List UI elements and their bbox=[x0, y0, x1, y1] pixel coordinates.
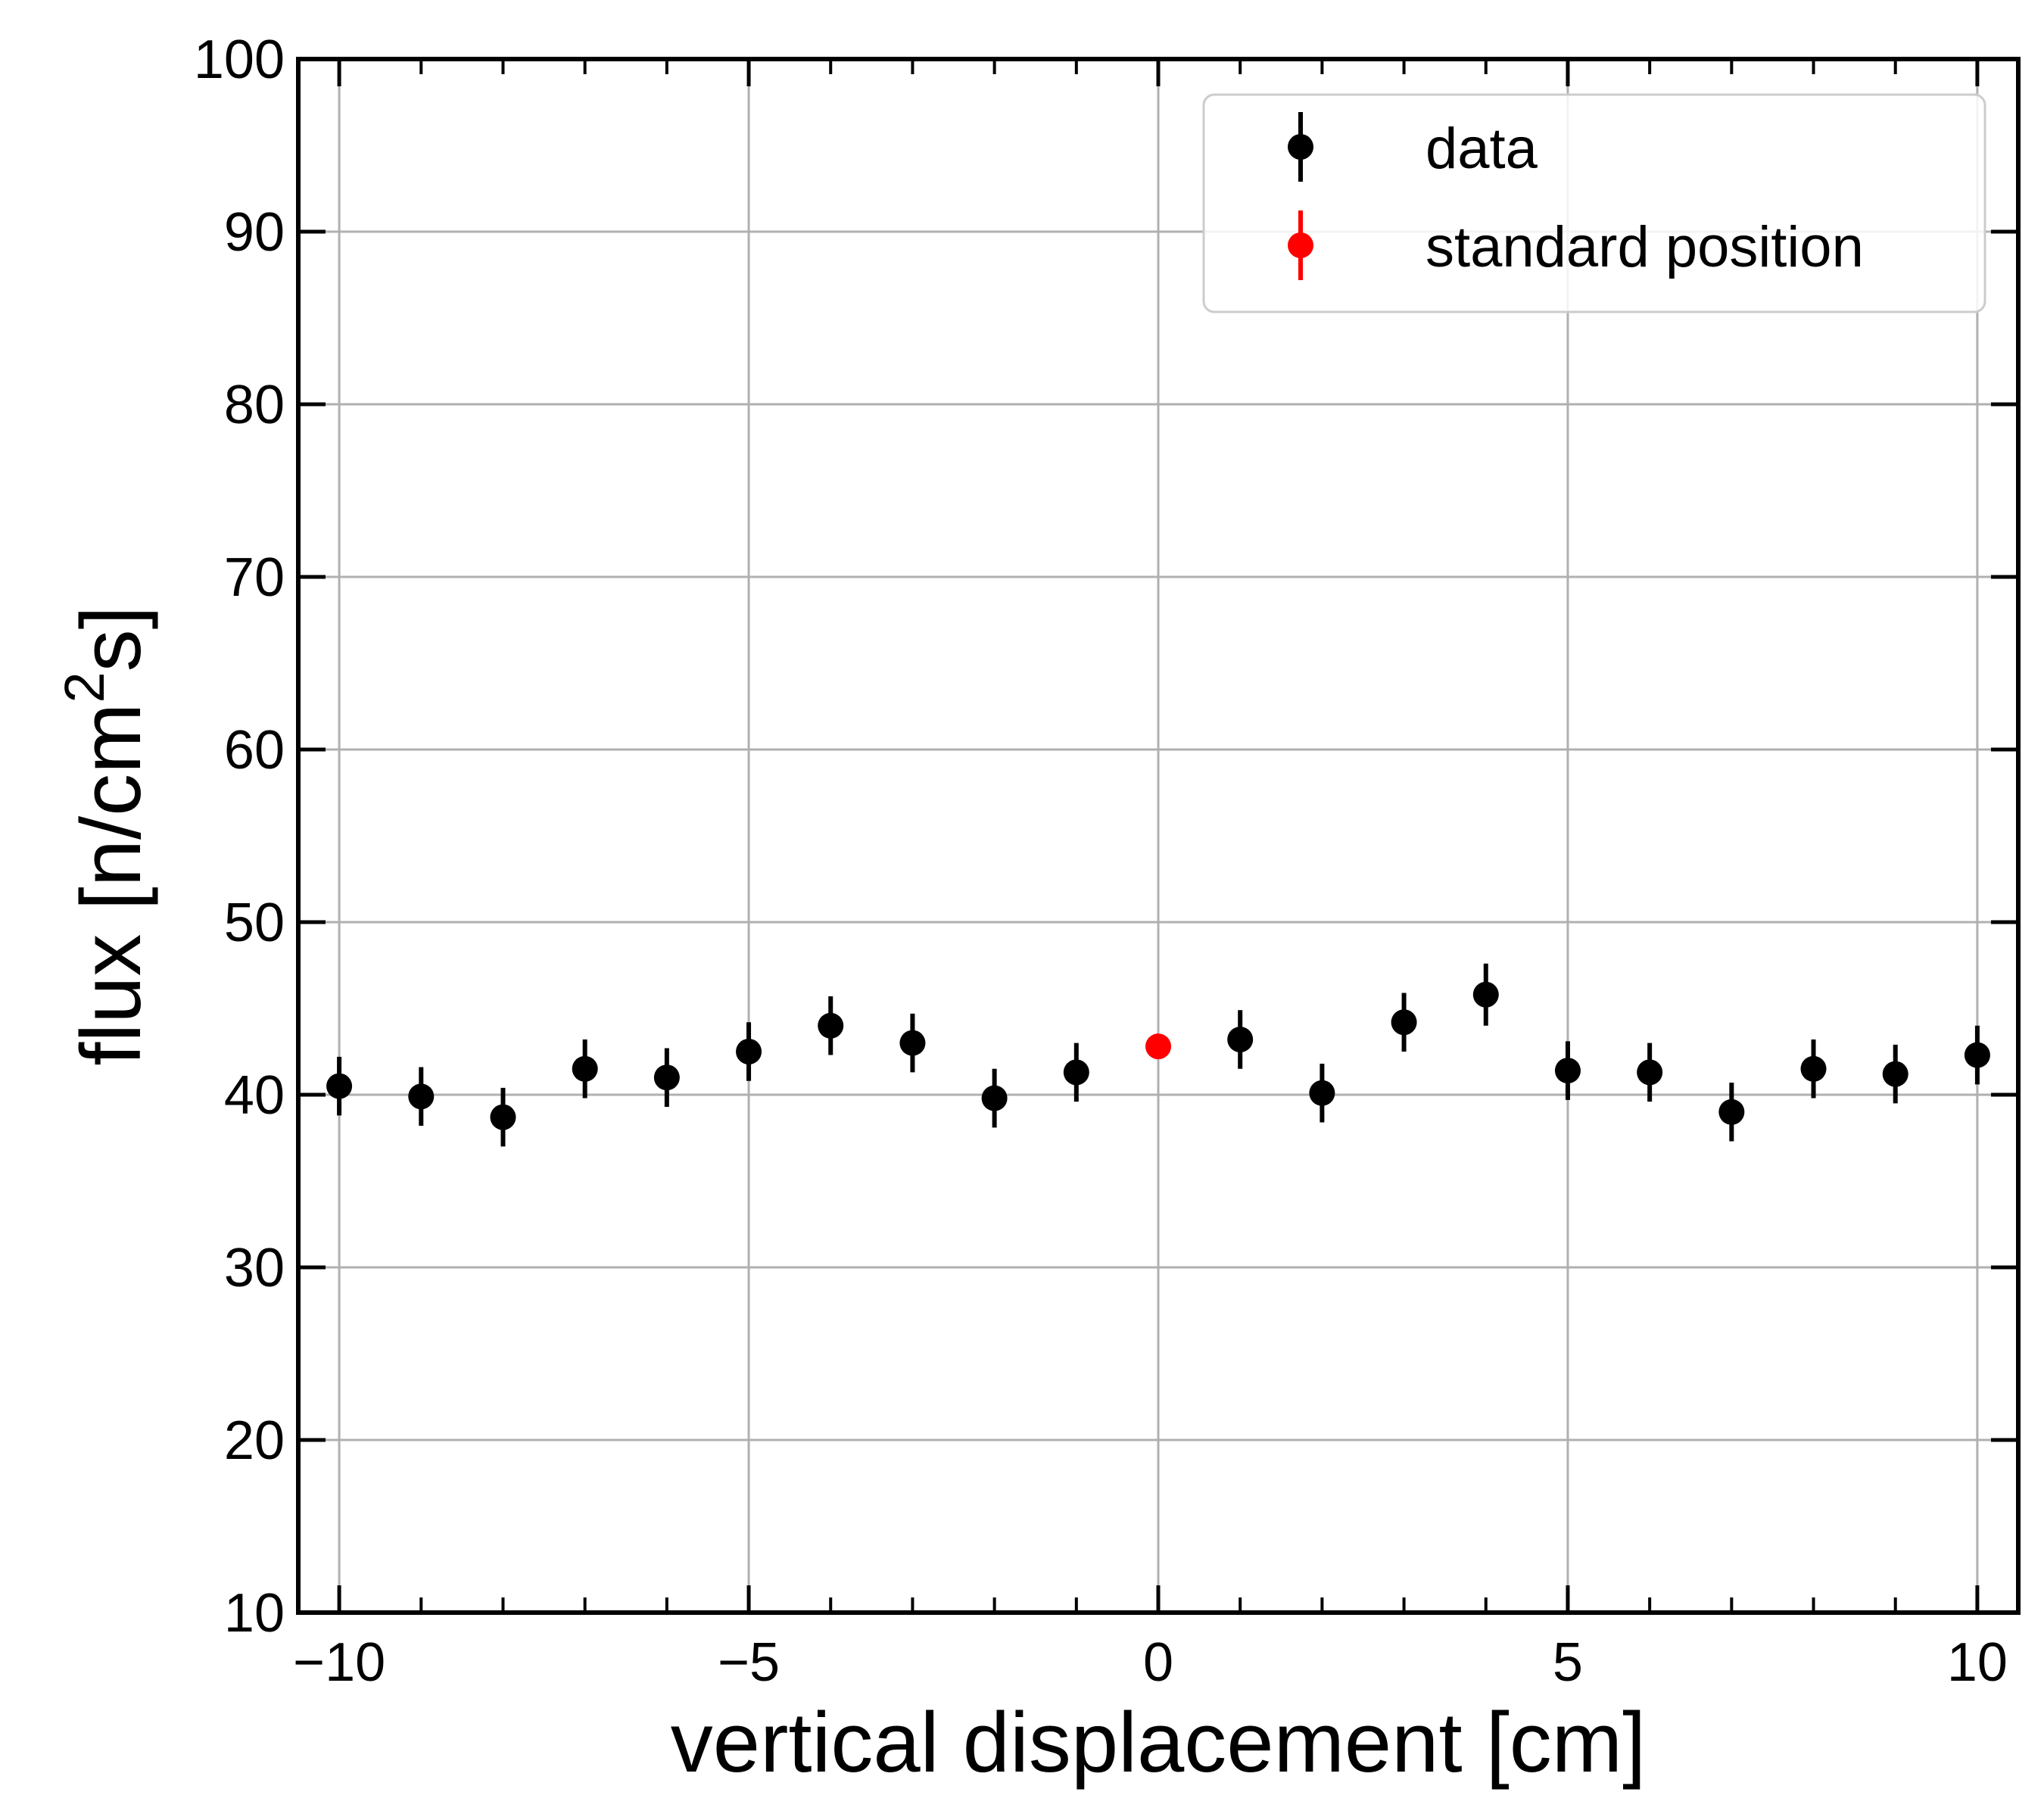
data-point bbox=[1554, 1058, 1581, 1084]
y-axis-title-superscript: 2 bbox=[53, 672, 116, 703]
legend-data-marker bbox=[1288, 134, 1313, 160]
data-point bbox=[1882, 1061, 1908, 1087]
data-point bbox=[490, 1104, 516, 1130]
x-tick-label: −5 bbox=[718, 1632, 780, 1693]
data-point bbox=[1637, 1059, 1663, 1086]
y-tick-label: 80 bbox=[224, 375, 285, 435]
y-axis-title-main: flux [n/cm bbox=[64, 703, 158, 1066]
y-axis-title-end: s] bbox=[64, 606, 158, 672]
data-point bbox=[1227, 1027, 1254, 1053]
x-tick-label: 10 bbox=[1947, 1632, 2008, 1693]
x-axis-title: vertical displacement [cm] bbox=[671, 1695, 1646, 1790]
data-point bbox=[1964, 1042, 1990, 1068]
data-point bbox=[1391, 1009, 1417, 1036]
data-point bbox=[736, 1039, 762, 1064]
data-point bbox=[1309, 1080, 1335, 1106]
y-tick-label: 20 bbox=[224, 1410, 285, 1471]
y-tick-label: 90 bbox=[224, 202, 285, 263]
data-points bbox=[326, 963, 1990, 1147]
y-tick-label: 60 bbox=[224, 720, 285, 781]
y-tick-label: 40 bbox=[224, 1065, 285, 1126]
data-point bbox=[408, 1083, 435, 1110]
y-tick-label: 70 bbox=[224, 547, 285, 608]
y-axis-title: flux [n/cm2s] bbox=[53, 606, 158, 1066]
data-point bbox=[981, 1085, 1008, 1111]
axis-ticks: −10 −5 0 5 10 10 20 30 40 50 60 70 80 90 100 bbox=[194, 30, 2018, 1693]
legend-label-data: data bbox=[1426, 117, 1538, 181]
legend: data standard position bbox=[1202, 93, 1986, 313]
legend-label-standard-position: standard position bbox=[1426, 215, 1864, 279]
legend-box bbox=[1202, 93, 1986, 313]
x-tick-label: −10 bbox=[293, 1632, 385, 1693]
y-tick-label: 10 bbox=[224, 1583, 285, 1644]
data-point bbox=[818, 1012, 844, 1039]
data-point bbox=[1718, 1099, 1745, 1125]
y-tick-label: 30 bbox=[224, 1238, 285, 1298]
y-tick-label: 100 bbox=[194, 30, 285, 90]
data-point bbox=[1145, 1033, 1171, 1060]
data-point bbox=[326, 1073, 353, 1099]
y-tick-label: 50 bbox=[224, 893, 285, 953]
data-point bbox=[572, 1055, 598, 1082]
data-point bbox=[1472, 981, 1499, 1008]
data-point bbox=[1800, 1055, 1827, 1082]
legend-standard-marker bbox=[1288, 232, 1313, 258]
data-point bbox=[653, 1064, 680, 1091]
data-point bbox=[1063, 1059, 1089, 1086]
x-tick-label: 5 bbox=[1553, 1632, 1583, 1693]
x-tick-label: 0 bbox=[1143, 1632, 1173, 1693]
data-point bbox=[899, 1030, 926, 1056]
